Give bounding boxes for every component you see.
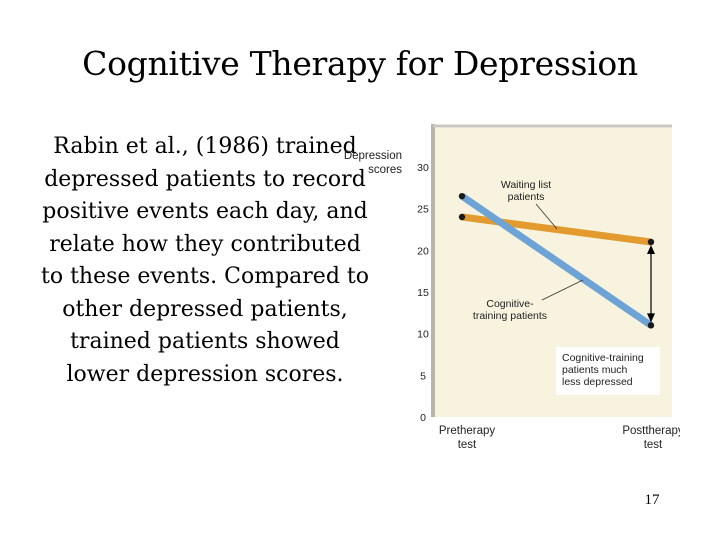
data-point <box>458 213 466 221</box>
series-label-cognitive-training: Cognitive- <box>486 298 534 310</box>
annotation-text: Cognitive-training <box>562 352 644 364</box>
series-label-cognitive-training: training patients <box>473 310 547 322</box>
y-axis-label: scores <box>368 164 402 176</box>
y-tick-label: 5 <box>420 370 426 382</box>
annotation-box <box>556 347 660 395</box>
difference-arrow-head-up <box>647 245 655 254</box>
y-tick-label: 20 <box>417 245 429 257</box>
annotation-text: less depressed <box>562 376 633 388</box>
y-tick-label: 10 <box>417 329 429 341</box>
annotation-text: patients much <box>562 364 628 376</box>
difference-arrow-head-down <box>647 313 655 323</box>
x-tick-label: Pretherapy <box>439 425 496 437</box>
y-tick-label: 0 <box>420 412 426 424</box>
data-point <box>647 238 655 246</box>
series-label-waiting-list: patients <box>508 191 545 203</box>
slide-body-text: Rabin et al., (1986) trained depressed p… <box>40 134 369 387</box>
leader-line-waiting-list <box>535 203 558 230</box>
series-label-waiting-list: Waiting list <box>501 179 551 191</box>
leader-line-cognitive-training <box>541 279 584 301</box>
x-tick-label: Posttherapy <box>622 425 680 437</box>
page-number: 17 <box>644 492 660 508</box>
y-axis-label: Depression <box>344 150 402 162</box>
x-tick-label: test <box>644 439 663 451</box>
depression-score-chart: Depression scores 0 5 10 15 20 25 30 Pretherapy te… <box>344 124 680 451</box>
y-tick-label: 30 <box>417 162 429 174</box>
data-point <box>458 192 466 200</box>
slide-title: Cognitive Therapy for Depression <box>82 44 638 83</box>
y-tick-label: 25 <box>417 204 429 216</box>
series-line-cognitive-training <box>460 193 653 329</box>
y-tick-label: 15 <box>417 287 429 299</box>
data-point <box>647 322 655 329</box>
x-tick-label: test <box>458 439 477 451</box>
